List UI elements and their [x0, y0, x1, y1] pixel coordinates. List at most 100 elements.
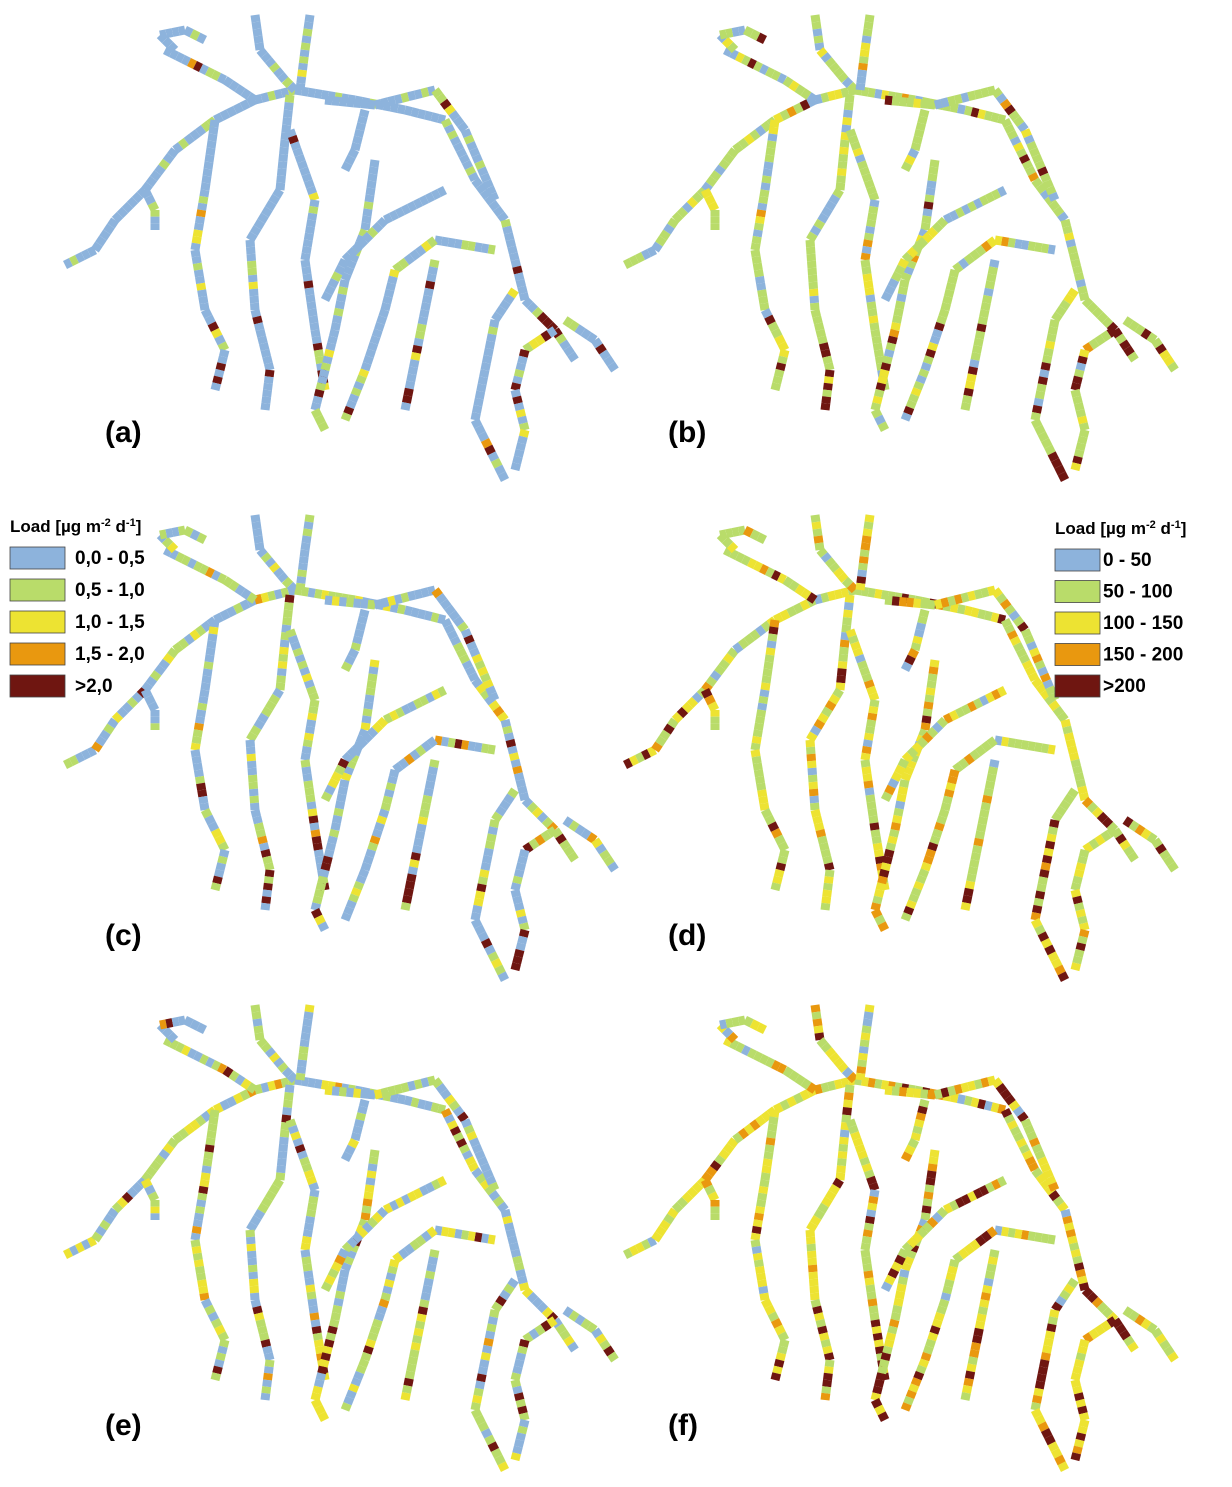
- river-segment: [827, 390, 828, 397]
- river-segment: [1035, 913, 1036, 920]
- river-segment: [309, 288, 310, 295]
- river-segment: [342, 287, 343, 294]
- river-segment: [828, 1085, 835, 1087]
- river-segment: [948, 790, 950, 797]
- river-segment: [355, 389, 358, 395]
- river-segment: [372, 1333, 374, 1340]
- river-segment: [492, 453, 495, 460]
- river-segment: [896, 816, 897, 823]
- river-segment: [268, 95, 275, 97]
- river-segment: [1054, 1310, 1055, 1317]
- river-segment: [905, 663, 908, 670]
- river-segment: [659, 738, 663, 744]
- river-segment: [770, 1138, 771, 1145]
- river-segment: [372, 174, 373, 181]
- river-segment: [262, 597, 269, 599]
- river-segment: [385, 1207, 391, 1210]
- river-segment: [921, 1094, 928, 1095]
- river-segment: [517, 1447, 519, 1454]
- river-segment: [571, 324, 577, 328]
- river-segment: [985, 1105, 992, 1107]
- river-segment: [981, 324, 982, 331]
- river-segment: [815, 810, 817, 817]
- river-segment: [643, 253, 649, 256]
- river-segment: [892, 1327, 894, 1334]
- river-segment: [508, 1223, 510, 1230]
- river-segment: [945, 217, 951, 220]
- river-segment: [870, 295, 871, 302]
- river-segment: [726, 156, 730, 162]
- river-segment: [325, 1090, 332, 1091]
- river-segment: [305, 543, 306, 550]
- river-segment: [179, 1020, 185, 1021]
- river-segment: [429, 781, 430, 788]
- river-segment: [204, 690, 205, 697]
- river-segment: [737, 56, 743, 59]
- river-segment: [290, 1120, 292, 1126]
- river-segment: [825, 1340, 827, 1347]
- river-segment: [726, 33, 732, 34]
- river-segment: [455, 743, 462, 744]
- river-segment: [281, 676, 282, 683]
- river-segment: [376, 1320, 378, 1327]
- river-segment: [1077, 767, 1079, 774]
- river-segment: [165, 40, 170, 45]
- river-segment: [345, 163, 348, 170]
- river-segment: [535, 1300, 540, 1305]
- river-segment: [335, 273, 338, 280]
- river-segment: [982, 92, 989, 94]
- river-segment: [475, 420, 478, 427]
- river-segment: [941, 317, 943, 324]
- river-segment: [354, 103, 361, 104]
- panel-label: (e): [105, 1409, 142, 1442]
- river-segment: [975, 702, 981, 705]
- river-segment: [942, 1092, 949, 1094]
- river-segment: [992, 117, 999, 119]
- river-segment: [1015, 243, 1022, 244]
- river-segment: [492, 194, 495, 200]
- river-segment: [583, 332, 589, 336]
- river-segment: [695, 695, 700, 700]
- river-segment: [981, 199, 987, 202]
- river-segment: [925, 1353, 927, 1360]
- river-segment: [559, 836, 563, 842]
- river-segment: [942, 602, 949, 604]
- river-segment: [870, 795, 871, 802]
- river-segment: [883, 870, 885, 877]
- river-segment: [882, 1413, 885, 1420]
- river-segment: [761, 710, 762, 717]
- river-segment: [196, 257, 197, 264]
- river-segment: [816, 1012, 817, 1019]
- river-segment: [843, 654, 844, 661]
- river-segment: [812, 268, 813, 275]
- river-segment: [253, 775, 254, 782]
- river-segment: [520, 1270, 522, 1277]
- river-segment: [99, 1228, 103, 1234]
- river-segment: [330, 343, 332, 350]
- river-segment: [1035, 180, 1039, 186]
- river-segment: [571, 854, 575, 860]
- river-segment: [393, 1260, 395, 1267]
- river-segment: [989, 281, 990, 288]
- river-segment: [314, 323, 315, 330]
- river-segment: [338, 267, 341, 274]
- river-segment: [338, 767, 341, 774]
- river-segment: [496, 709, 500, 715]
- river-segment: [1058, 467, 1061, 474]
- river-segment: [752, 1123, 758, 1127]
- river-segment: [995, 1080, 999, 1086]
- river-segment: [775, 1320, 778, 1327]
- river-segment: [1073, 753, 1075, 760]
- river-segment: [422, 1307, 423, 1314]
- river-segment: [380, 220, 385, 225]
- river-segment: [802, 603, 809, 606]
- river-segment: [1044, 1360, 1045, 1367]
- river-segment: [517, 397, 519, 404]
- river-segment: [828, 1050, 832, 1055]
- river-segment: [255, 1293, 256, 1300]
- river-segment: [201, 1273, 202, 1280]
- river-segment: [346, 1092, 353, 1093]
- river-segment: [213, 1064, 219, 1067]
- river-segment: [195, 750, 196, 757]
- river-segment: [473, 649, 476, 655]
